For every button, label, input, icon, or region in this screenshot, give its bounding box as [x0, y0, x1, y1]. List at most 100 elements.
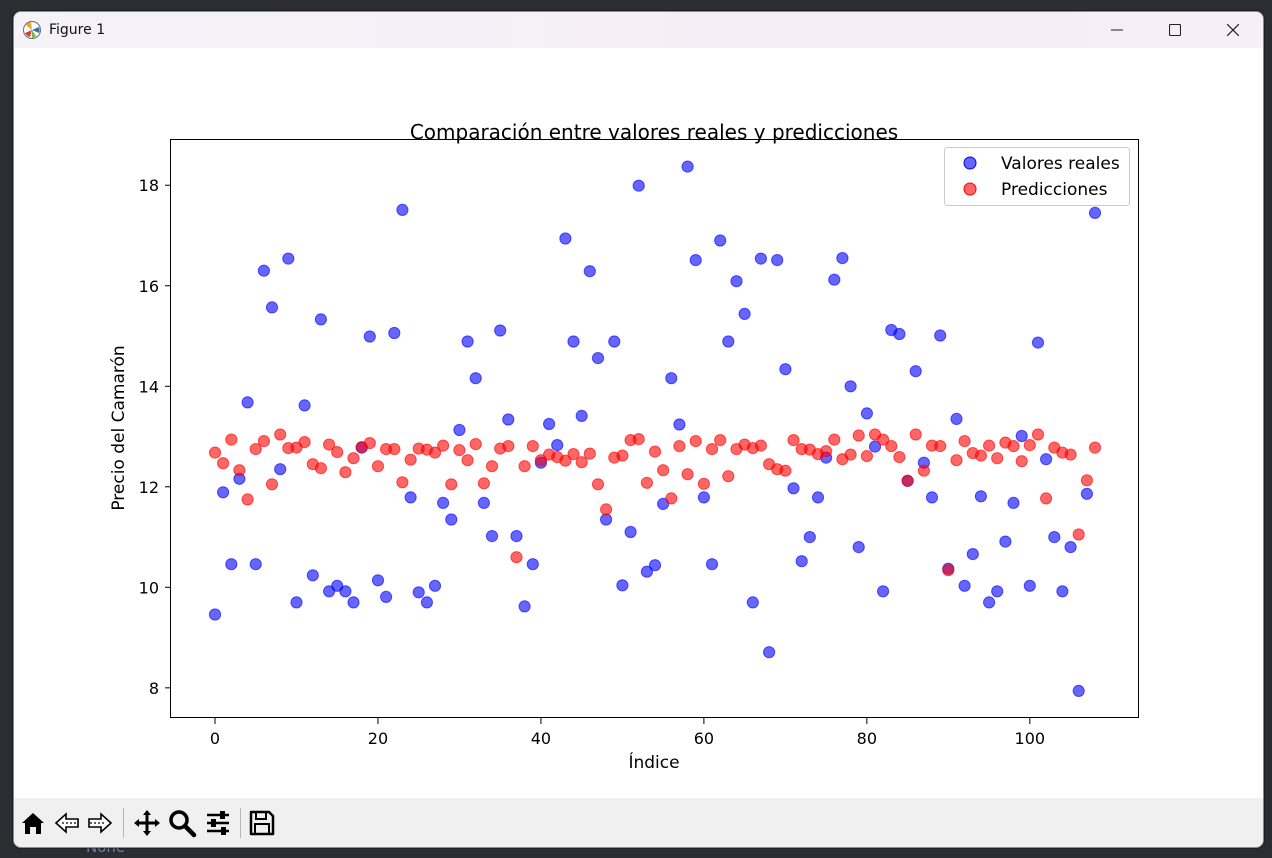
real-point: [616, 579, 629, 592]
legend-label-real: Valores reales: [1001, 154, 1120, 174]
title-bar[interactable]: Figure 1: [14, 12, 1263, 48]
real-point: [1064, 541, 1077, 554]
real-point: [1056, 585, 1069, 598]
real-point: [852, 541, 865, 554]
real-point: [868, 440, 882, 453]
real-point: [705, 558, 719, 571]
prediction-point: [1080, 474, 1094, 487]
save-button[interactable]: [246, 807, 278, 839]
prediction-point: [917, 464, 931, 477]
prediction-point: [428, 446, 442, 459]
prediction-point: [673, 440, 686, 453]
figure-window: Figure 1 Comparación entre valores reale…: [13, 11, 1264, 848]
prediction-point: [469, 438, 482, 451]
prediction-point: [445, 478, 458, 491]
prediction-point: [591, 478, 605, 491]
real-point: [689, 254, 702, 267]
zoom-button[interactable]: [166, 807, 198, 839]
real-point: [754, 252, 768, 265]
prediction-point: [697, 477, 711, 490]
y-tick-label: 16: [139, 277, 159, 296]
prediction-point: [371, 460, 385, 473]
prediction-point: [820, 445, 833, 458]
prediction-point: [600, 503, 613, 516]
real-point: [925, 491, 939, 504]
x-tick-label: 100: [1015, 729, 1046, 748]
navigation-toolbar: [14, 798, 1263, 847]
prediction-point: [331, 446, 344, 459]
prediction-point: [388, 443, 401, 456]
close-icon: [1227, 24, 1239, 36]
real-point: [494, 324, 507, 337]
real-point: [282, 252, 295, 265]
prediction-point: [1007, 440, 1020, 453]
home-button[interactable]: [17, 807, 49, 839]
real-point: [893, 327, 906, 341]
prediction-point: [722, 470, 735, 483]
close-button[interactable]: [1204, 12, 1262, 48]
prediction-point: [510, 551, 523, 564]
maximize-button[interactable]: [1146, 12, 1204, 48]
prediction-point: [225, 433, 238, 446]
real-point: [746, 596, 759, 609]
window-title: Figure 1: [49, 22, 106, 38]
real-point: [347, 596, 360, 609]
real-point: [1007, 496, 1020, 509]
real-point: [241, 396, 254, 409]
configure-subplots-button[interactable]: [202, 807, 234, 839]
home-icon: [22, 813, 44, 834]
y-tick-label: 14: [139, 377, 159, 396]
real-point: [991, 585, 1004, 598]
real-point: [828, 273, 841, 286]
y-tick-label: 10: [139, 578, 159, 597]
real-point: [526, 558, 539, 571]
prediction-point: [257, 435, 270, 448]
real-point: [396, 203, 409, 216]
real-point: [608, 335, 621, 348]
prediction-point: [502, 440, 515, 453]
real-point: [388, 326, 401, 340]
prediction-point: [632, 433, 645, 446]
back-button[interactable]: [51, 807, 83, 839]
prediction-point: [893, 451, 906, 464]
prediction-point: [526, 440, 539, 453]
real-point: [567, 335, 580, 348]
forward-button[interactable]: [84, 807, 116, 839]
x-axis-label: Índice: [628, 751, 679, 773]
configure-subplots-icon: [207, 811, 229, 835]
real-point: [795, 555, 808, 568]
prediction-point: [657, 464, 670, 477]
minimize-button[interactable]: [1088, 12, 1146, 48]
prediction-point: [860, 450, 874, 463]
real-point: [502, 413, 515, 426]
real-point: [485, 530, 499, 543]
pan-button[interactable]: [131, 807, 163, 839]
real-point: [217, 486, 230, 499]
series-predicciones: [208, 428, 1102, 577]
prediction-point: [477, 477, 490, 490]
real-point: [632, 179, 645, 192]
real-point: [1048, 531, 1061, 544]
prediction-point: [787, 434, 800, 447]
real-point: [787, 482, 800, 495]
real-point: [966, 548, 979, 561]
real-point: [469, 372, 482, 385]
real-point: [274, 463, 287, 476]
prediction-point: [217, 457, 230, 470]
prediction-point: [779, 464, 792, 477]
real-point: [559, 232, 572, 245]
figure-canvas[interactable]: Comparación entre valores reales y predi…: [14, 48, 1263, 798]
prediction-point: [950, 454, 963, 467]
real-point: [1072, 684, 1085, 698]
prediction-point: [575, 456, 588, 469]
real-point: [477, 496, 490, 509]
prediction-point: [844, 448, 857, 461]
real-point: [1080, 487, 1094, 500]
maximize-icon: [1169, 24, 1181, 36]
prediction-point: [323, 438, 336, 451]
prediction-point: [453, 444, 466, 457]
pan-icon: [134, 810, 160, 836]
y-axis: 8 10 12 14 16 18: [139, 176, 171, 698]
back-icon: [54, 812, 79, 834]
real-point: [779, 363, 792, 376]
